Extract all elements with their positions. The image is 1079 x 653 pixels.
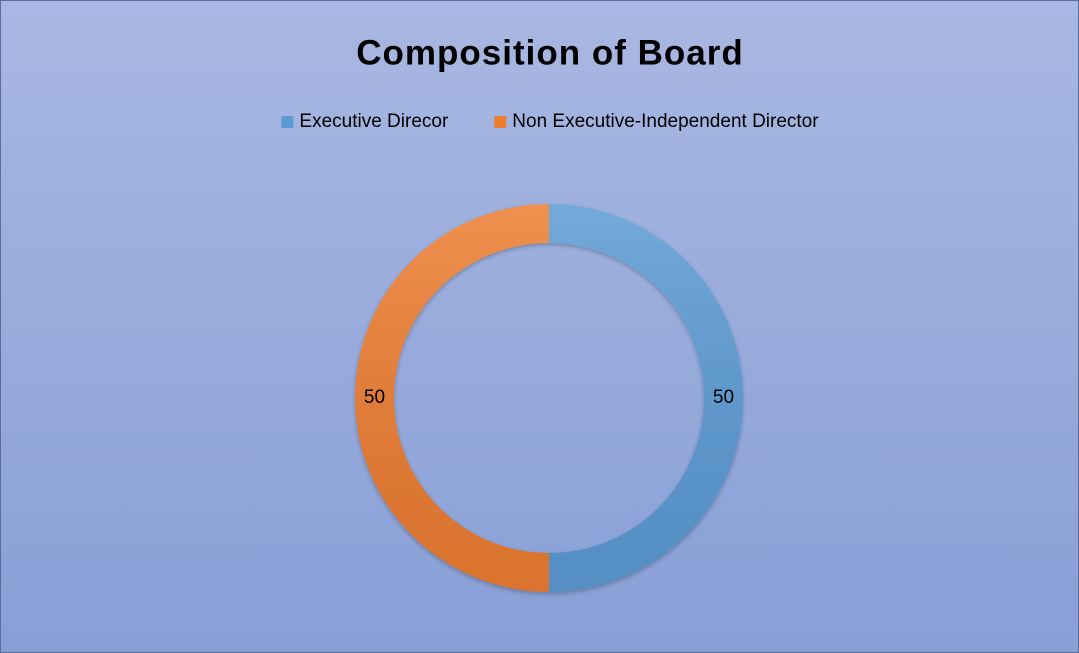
legend-label: Non Executive-Independent Director [512, 111, 819, 132]
data-label: 50 [713, 387, 734, 408]
legend-label: Executive Direcor [299, 111, 449, 132]
slice-shade [549, 204, 743, 592]
data-label: 50 [364, 387, 385, 408]
legend-swatch [494, 116, 507, 128]
legend: Executive Direcor Non Executive-Independe… [281, 111, 819, 132]
legend-swatch [281, 116, 294, 128]
legend-item: Non Executive-Independent Director [494, 111, 819, 132]
plot [355, 204, 743, 592]
legend-item: Executive Direcor [281, 111, 449, 132]
slice-shade [355, 204, 549, 592]
chart-title: Composition of Board [356, 33, 743, 72]
